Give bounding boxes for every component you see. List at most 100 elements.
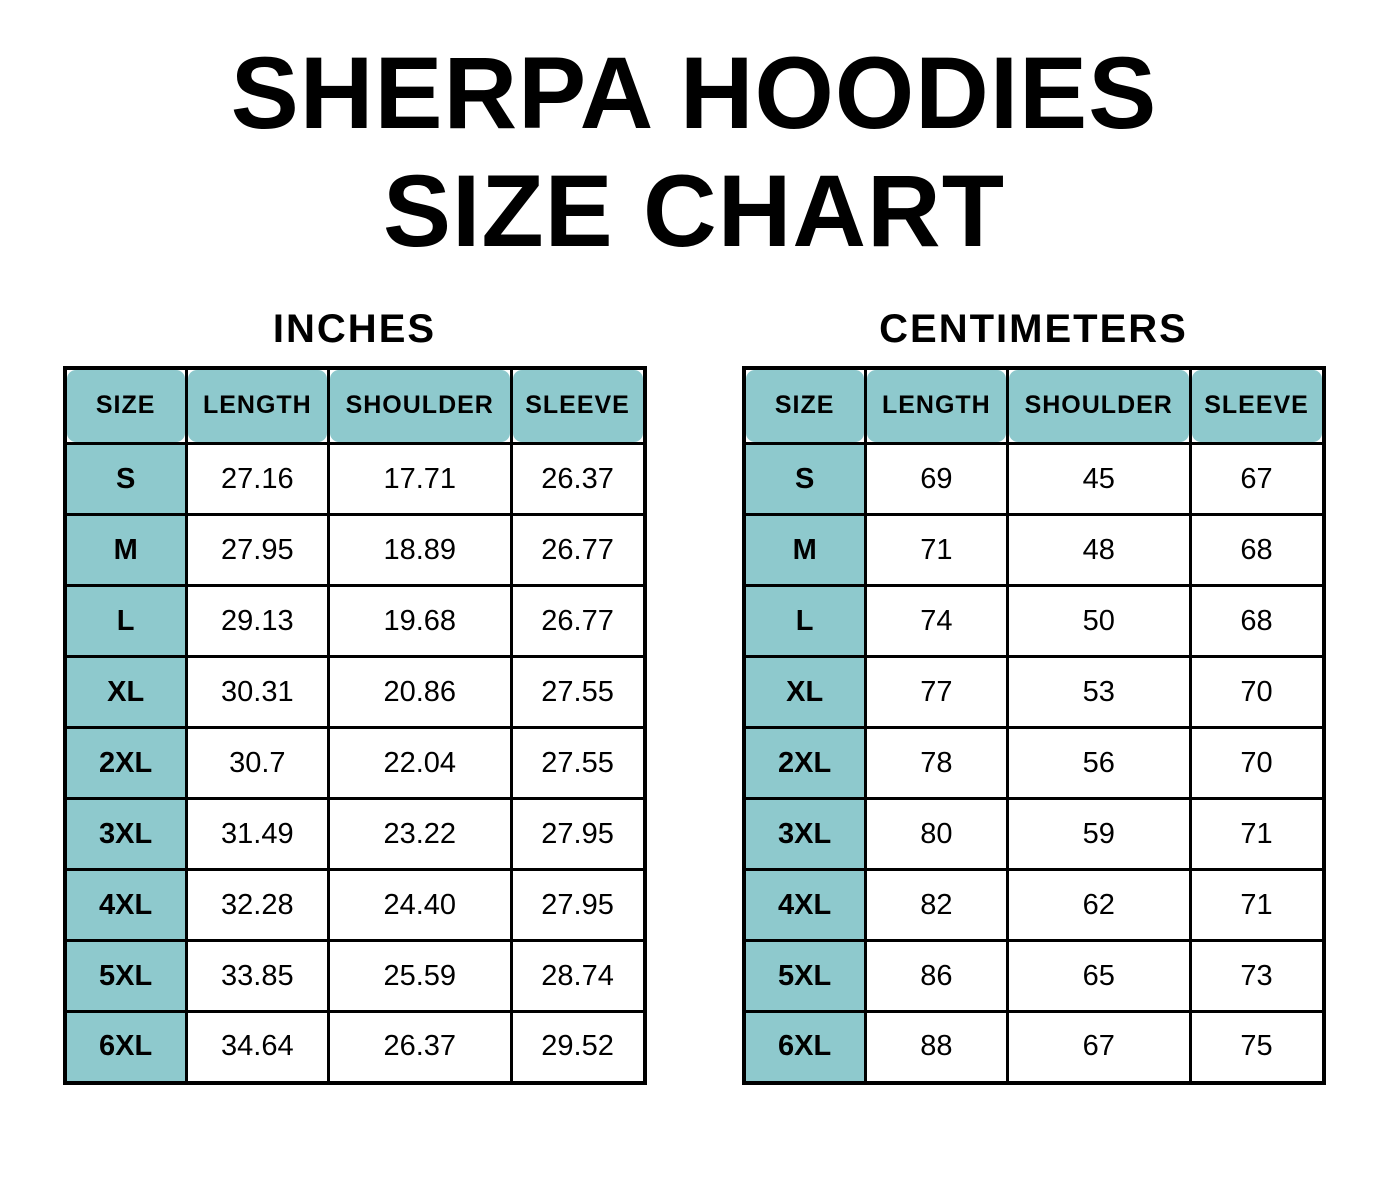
- value-cell: 59: [1005, 797, 1192, 872]
- column-header-size: SIZE: [63, 366, 188, 446]
- value-cell: 62: [1005, 868, 1192, 943]
- value-cell: 53: [1005, 655, 1192, 730]
- value-cell: 24.40: [326, 868, 513, 943]
- column-header-label: LENGTH: [202, 391, 312, 420]
- size-cell: 5XL: [63, 939, 188, 1014]
- value-cell: 27.55: [509, 726, 647, 801]
- page-title-line-2: SIZE CHART: [383, 154, 1005, 269]
- table-row-2xl: 2XL 30.7 22.04 27.55: [63, 726, 647, 801]
- value-cell: 27.95: [509, 868, 647, 943]
- size-cell: 2XL: [742, 726, 867, 801]
- size-cell: 3XL: [63, 797, 188, 872]
- header-cell-fill: [866, 369, 1006, 443]
- column-header-shoulder: SHOULDER: [326, 366, 513, 446]
- value-cell: 70: [1188, 726, 1326, 801]
- column-header-length: LENGTH: [863, 366, 1009, 446]
- value-cell: 17.71: [326, 442, 513, 517]
- table-row-4xl: 4XL 82 62 71: [742, 868, 1326, 943]
- value-cell: 27.95: [184, 513, 330, 588]
- size-cell: 5XL: [742, 939, 867, 1014]
- header-cell-fill: [745, 369, 864, 443]
- inches-heading: INCHES: [272, 306, 437, 351]
- size-cell: S: [742, 442, 867, 517]
- value-cell: 33.85: [184, 939, 330, 1014]
- size-cell: 4XL: [63, 868, 188, 943]
- value-cell: 29.13: [184, 584, 330, 659]
- table-row-l: L 74 50 68: [742, 584, 1326, 659]
- table-row-2xl: 2XL 78 56 70: [742, 726, 1326, 801]
- table-row-3xl: 3XL 31.49 23.22 27.95: [63, 797, 647, 872]
- size-cell: 6XL: [742, 1010, 867, 1085]
- value-cell: 26.77: [509, 584, 647, 659]
- value-cell: 50: [1005, 584, 1192, 659]
- size-cell: 4XL: [742, 868, 867, 943]
- value-cell: 26.77: [509, 513, 647, 588]
- size-cell: S: [63, 442, 188, 517]
- size-cell: M: [742, 513, 867, 588]
- table-row-s: S 69 45 67: [742, 442, 1326, 517]
- table-row-6xl: 6XL 88 67 75: [742, 1010, 1326, 1085]
- value-cell: 26.37: [326, 1010, 513, 1085]
- value-cell: 67: [1188, 442, 1326, 517]
- value-cell: 65: [1005, 939, 1192, 1014]
- size-cell: 3XL: [742, 797, 867, 872]
- value-cell: 28.74: [509, 939, 647, 1014]
- value-cell: 30.31: [184, 655, 330, 730]
- table-row-5xl: 5XL 33.85 25.59 28.74: [63, 939, 647, 1014]
- value-cell: 19.68: [326, 584, 513, 659]
- page-title-line-1: SHERPA HOODIES: [230, 36, 1158, 150]
- column-header-size: SIZE: [742, 366, 867, 446]
- value-cell: 88: [863, 1010, 1009, 1085]
- table-row-xl: XL 77 53 70: [742, 655, 1326, 730]
- size-cell: L: [742, 584, 867, 659]
- value-cell: 22.04: [326, 726, 513, 801]
- value-cell: 23.22: [326, 797, 513, 872]
- column-header-label: SLEEVE: [1204, 391, 1309, 420]
- column-header-label: SIZE: [95, 391, 156, 420]
- header-cell-fill: [329, 369, 510, 443]
- value-cell: 25.59: [326, 939, 513, 1014]
- table-row-m: M 27.95 18.89 26.77: [63, 513, 647, 588]
- header-row: SIZE LENGTH SHOULDER SLEEVE: [742, 366, 1326, 446]
- value-cell: 68: [1188, 513, 1326, 588]
- table-row-3xl: 3XL 80 59 71: [742, 797, 1326, 872]
- value-cell: 18.89: [326, 513, 513, 588]
- value-cell: 80: [863, 797, 1009, 872]
- value-cell: 71: [1188, 868, 1326, 943]
- value-cell: 34.64: [184, 1010, 330, 1085]
- value-cell: 45: [1005, 442, 1192, 517]
- table-row-6xl: 6XL 34.64 26.37 29.52: [63, 1010, 647, 1085]
- centimeters-heading: CENTIMETERS: [879, 306, 1188, 351]
- value-cell: 86: [863, 939, 1009, 1014]
- column-header-label: LENGTH: [881, 391, 991, 420]
- header-cell-fill: [1008, 369, 1189, 443]
- value-cell: 71: [1188, 797, 1326, 872]
- value-cell: 56: [1005, 726, 1192, 801]
- table-row-m: M 71 48 68: [742, 513, 1326, 588]
- size-cell: M: [63, 513, 188, 588]
- column-header-label: SIZE: [774, 391, 835, 420]
- column-header-length: LENGTH: [184, 366, 330, 446]
- value-cell: 27.95: [509, 797, 647, 872]
- table-row-xl: XL 30.31 20.86 27.55: [63, 655, 647, 730]
- value-cell: 67: [1005, 1010, 1192, 1085]
- size-cell: XL: [742, 655, 867, 730]
- column-header-sleeve: SLEEVE: [1188, 366, 1326, 446]
- tables-container: INCHES SIZE LENGTH SHOULDER SLEEVE S 27.16 17.…: [0, 307, 1388, 1085]
- value-cell: 77: [863, 655, 1009, 730]
- column-header-label: SLEEVE: [525, 391, 630, 420]
- column-header-sleeve: SLEEVE: [509, 366, 647, 446]
- header-cell-fill: [187, 369, 327, 443]
- value-cell: 68: [1188, 584, 1326, 659]
- inches-table: SIZE LENGTH SHOULDER SLEEVE S 27.16 17.71 26.37…: [62, 365, 647, 1085]
- header-cell-fill: [66, 369, 185, 443]
- value-cell: 75: [1188, 1010, 1326, 1085]
- table-row-5xl: 5XL 86 65 73: [742, 939, 1326, 1014]
- size-cell: 6XL: [63, 1010, 188, 1085]
- size-cell: XL: [63, 655, 188, 730]
- value-cell: 26.37: [509, 442, 647, 517]
- value-cell: 71: [863, 513, 1009, 588]
- size-cell: 2XL: [63, 726, 188, 801]
- table-row-l: L 29.13 19.68 26.77: [63, 584, 647, 659]
